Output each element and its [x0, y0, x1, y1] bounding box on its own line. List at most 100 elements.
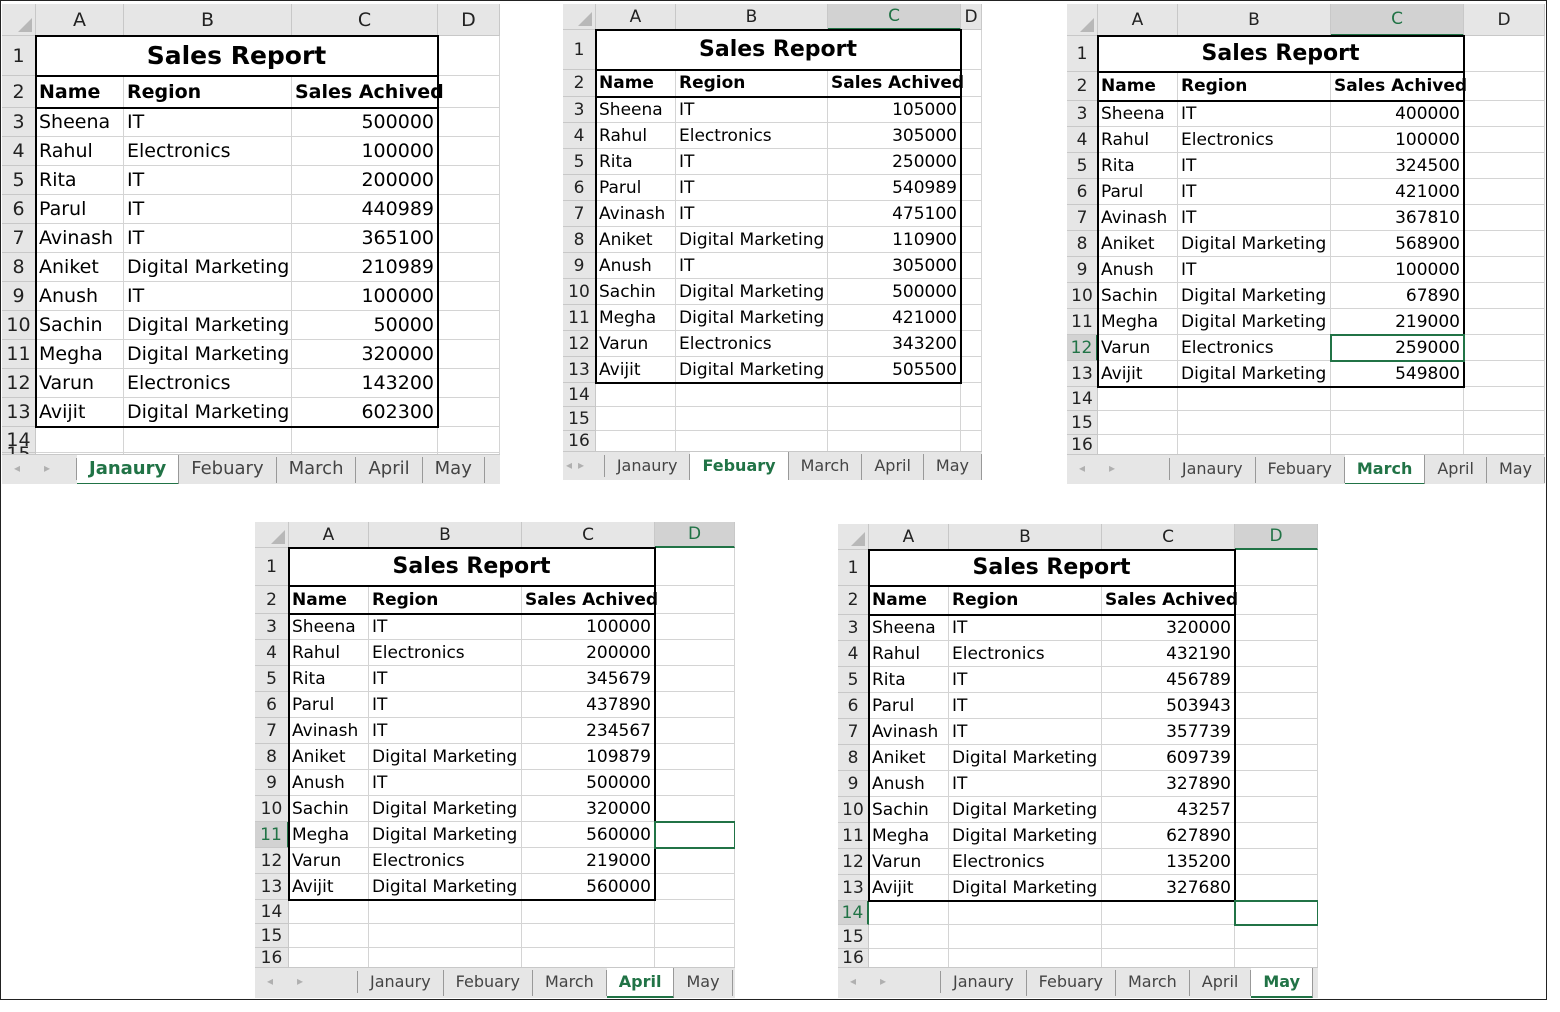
row-header[interactable]: 11 — [1067, 309, 1098, 335]
chevron-right-icon[interactable]: ▸ — [43, 461, 51, 475]
column-header-a[interactable]: A — [596, 4, 676, 30]
sales-cell[interactable]: 219000 — [1331, 309, 1464, 335]
sales-cell[interactable]: 343200 — [828, 331, 961, 357]
region-cell[interactable]: Digital Marketing — [124, 398, 292, 427]
cell[interactable] — [655, 822, 735, 848]
row-header[interactable]: 12 — [838, 849, 869, 875]
cell[interactable] — [655, 796, 735, 822]
tab-march[interactable]: March — [789, 454, 863, 480]
region-cell[interactable]: Digital Marketing — [1178, 231, 1331, 257]
cell[interactable] — [961, 253, 982, 279]
sales-cell[interactable]: 540989 — [828, 175, 961, 201]
region-cell[interactable]: IT — [124, 224, 292, 253]
cell[interactable] — [961, 227, 982, 253]
cell[interactable] — [655, 586, 735, 614]
cell[interactable] — [438, 166, 500, 195]
row-header[interactable]: 10 — [563, 279, 596, 305]
row-header[interactable]: 14 — [1067, 387, 1098, 411]
cell[interactable] — [961, 70, 982, 97]
region-cell[interactable]: IT — [949, 719, 1102, 745]
region-cell[interactable]: IT — [949, 693, 1102, 719]
cell[interactable] — [1464, 153, 1545, 179]
chevron-right-icon[interactable]: ▸ — [1108, 461, 1115, 475]
sales-cell[interactable]: 100000 — [292, 282, 438, 311]
tab-febuary[interactable]: Febuary — [1256, 457, 1345, 483]
cell[interactable] — [1102, 901, 1235, 925]
column-title[interactable]: Name — [36, 76, 124, 108]
tab-march[interactable]: March — [1344, 455, 1426, 484]
cell[interactable] — [655, 874, 735, 900]
name-cell[interactable]: Varun — [289, 848, 369, 874]
column-header-b[interactable]: B — [369, 522, 522, 548]
cell[interactable] — [1102, 925, 1235, 949]
name-cell[interactable]: Aniket — [289, 744, 369, 770]
tab-may[interactable]: May — [1251, 968, 1313, 998]
sales-cell[interactable]: 320000 — [292, 340, 438, 369]
row-header[interactable]: 16 — [1067, 435, 1098, 455]
cell-d1[interactable] — [438, 36, 500, 76]
cell[interactable] — [438, 369, 500, 398]
row-header[interactable]: 10 — [838, 797, 869, 823]
select-all-corner[interactable] — [1067, 4, 1098, 36]
sales-cell[interactable]: 560000 — [522, 874, 655, 900]
cell[interactable] — [961, 431, 982, 452]
cell[interactable] — [596, 383, 676, 407]
name-cell[interactable]: Varun — [596, 331, 676, 357]
sales-cell[interactable]: 200000 — [292, 166, 438, 195]
sales-cell[interactable]: 421000 — [828, 305, 961, 331]
cell[interactable] — [869, 901, 949, 925]
cell[interactable] — [1235, 771, 1318, 797]
cell[interactable] — [1235, 615, 1318, 641]
sales-cell[interactable]: 475100 — [828, 201, 961, 227]
cell[interactable] — [655, 848, 735, 874]
name-cell[interactable]: Parul — [596, 175, 676, 201]
row-header[interactable]: 11 — [838, 823, 869, 849]
row-header[interactable]: 3 — [255, 614, 289, 640]
tab-febuary[interactable]: Febuary — [690, 452, 789, 480]
column-header-a[interactable]: A — [1098, 4, 1178, 36]
name-cell[interactable]: Avinash — [596, 201, 676, 227]
cell[interactable] — [1331, 411, 1464, 435]
sales-cell[interactable]: 602300 — [292, 398, 438, 427]
cell[interactable] — [438, 224, 500, 253]
region-cell[interactable]: IT — [949, 615, 1102, 641]
row-header[interactable]: 12 — [563, 331, 596, 357]
name-cell[interactable]: Rahul — [596, 123, 676, 149]
row-header[interactable]: 7 — [838, 719, 869, 745]
row-header[interactable]: 1 — [563, 30, 596, 70]
region-cell[interactable]: IT — [369, 692, 522, 718]
cell[interactable] — [289, 948, 369, 968]
row-header[interactable]: 3 — [2, 108, 36, 137]
sales-cell[interactable]: 105000 — [828, 97, 961, 123]
report-title[interactable]: Sales Report — [596, 30, 961, 70]
cell[interactable] — [655, 666, 735, 692]
cell[interactable] — [1331, 435, 1464, 455]
region-cell[interactable]: Electronics — [676, 331, 828, 357]
name-cell[interactable]: Rita — [1098, 153, 1178, 179]
column-header-d[interactable]: D — [961, 4, 982, 30]
cell[interactable] — [1464, 257, 1545, 283]
name-cell[interactable]: Parul — [1098, 179, 1178, 205]
row-header[interactable]: 13 — [563, 357, 596, 383]
name-cell[interactable]: Rahul — [36, 137, 124, 166]
cell[interactable] — [961, 175, 982, 201]
row-header[interactable]: 15 — [563, 407, 596, 431]
row-header[interactable]: 15 — [1067, 411, 1098, 435]
cell[interactable] — [961, 123, 982, 149]
name-cell[interactable]: Megha — [1098, 309, 1178, 335]
region-cell[interactable]: Electronics — [369, 848, 522, 874]
report-title[interactable]: Sales Report — [869, 550, 1235, 586]
cell[interactable] — [828, 407, 961, 431]
region-cell[interactable]: Digital Marketing — [676, 227, 828, 253]
report-title[interactable]: Sales Report — [1098, 36, 1464, 72]
cell[interactable] — [1235, 849, 1318, 875]
column-title[interactable]: Region — [1178, 72, 1331, 101]
cell[interactable] — [949, 901, 1102, 925]
row-header[interactable]: 6 — [563, 175, 596, 201]
row-header[interactable]: 4 — [563, 123, 596, 149]
name-cell[interactable]: Megha — [289, 822, 369, 848]
name-cell[interactable]: Parul — [289, 692, 369, 718]
cell[interactable] — [961, 383, 982, 407]
column-title[interactable]: Sales Achived — [292, 76, 444, 108]
region-cell[interactable]: Digital Marketing — [124, 253, 292, 282]
